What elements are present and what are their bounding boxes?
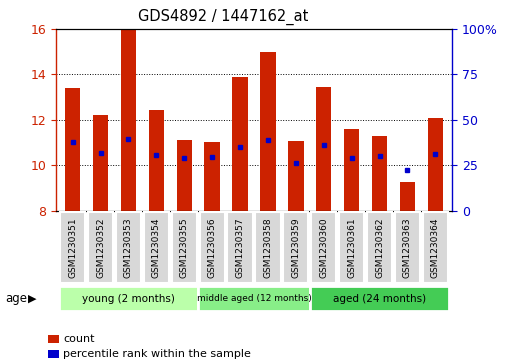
FancyBboxPatch shape <box>88 212 113 284</box>
FancyBboxPatch shape <box>367 212 392 284</box>
Text: ▶: ▶ <box>28 293 37 303</box>
Bar <box>232 77 248 211</box>
Text: GSM1230361: GSM1230361 <box>347 217 356 278</box>
Text: GSM1230355: GSM1230355 <box>180 217 189 278</box>
FancyBboxPatch shape <box>116 212 141 284</box>
Text: young (2 months): young (2 months) <box>82 294 175 303</box>
Bar <box>177 140 192 211</box>
Text: GSM1230360: GSM1230360 <box>319 217 328 278</box>
Text: GSM1230362: GSM1230362 <box>375 217 384 278</box>
Text: GDS4892 / 1447162_at: GDS4892 / 1447162_at <box>138 9 309 25</box>
Text: GSM1230353: GSM1230353 <box>124 217 133 278</box>
FancyBboxPatch shape <box>310 286 450 311</box>
Bar <box>260 52 276 211</box>
Text: aged (24 months): aged (24 months) <box>333 294 426 303</box>
FancyBboxPatch shape <box>228 212 252 284</box>
Text: GSM1230354: GSM1230354 <box>152 217 161 278</box>
FancyBboxPatch shape <box>311 212 336 284</box>
FancyBboxPatch shape <box>172 212 197 284</box>
Text: GSM1230364: GSM1230364 <box>431 217 440 278</box>
Text: GSM1230352: GSM1230352 <box>96 217 105 278</box>
FancyBboxPatch shape <box>58 286 198 311</box>
FancyBboxPatch shape <box>144 212 169 284</box>
Bar <box>288 141 304 211</box>
FancyBboxPatch shape <box>395 212 420 284</box>
Bar <box>65 88 80 211</box>
Text: GSM1230358: GSM1230358 <box>264 217 272 278</box>
FancyBboxPatch shape <box>423 212 448 284</box>
Bar <box>93 115 108 211</box>
Text: percentile rank within the sample: percentile rank within the sample <box>63 348 251 359</box>
Bar <box>121 29 136 211</box>
Text: GSM1230363: GSM1230363 <box>403 217 412 278</box>
Text: GSM1230359: GSM1230359 <box>292 217 300 278</box>
Text: count: count <box>63 334 94 344</box>
Bar <box>400 182 415 211</box>
Bar <box>204 143 220 211</box>
Bar <box>372 136 387 211</box>
Bar <box>316 87 331 211</box>
Text: GSM1230356: GSM1230356 <box>208 217 216 278</box>
FancyBboxPatch shape <box>339 212 364 284</box>
FancyBboxPatch shape <box>198 286 310 311</box>
Text: middle aged (12 months): middle aged (12 months) <box>197 294 311 303</box>
Text: GSM1230351: GSM1230351 <box>68 217 77 278</box>
FancyBboxPatch shape <box>200 212 225 284</box>
FancyBboxPatch shape <box>60 212 85 284</box>
Bar <box>344 129 359 211</box>
FancyBboxPatch shape <box>283 212 308 284</box>
Bar <box>149 110 164 211</box>
Text: GSM1230357: GSM1230357 <box>236 217 244 278</box>
Text: age: age <box>5 292 27 305</box>
FancyBboxPatch shape <box>256 212 280 284</box>
Bar <box>428 118 443 211</box>
